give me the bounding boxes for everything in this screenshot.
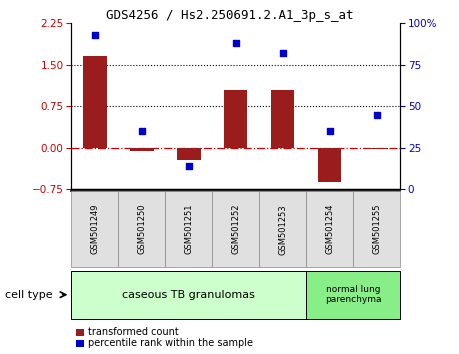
Bar	[317, 148, 341, 182]
Text: GSM501254: GSM501254	[325, 204, 334, 255]
Text: GSM501250: GSM501250	[137, 204, 146, 255]
Text: transformed count: transformed count	[88, 327, 178, 337]
Bar	[364, 148, 387, 149]
Text: GSM501253: GSM501253	[278, 204, 286, 255]
Point	[91, 32, 98, 38]
Point	[325, 128, 333, 134]
Text: GSM501251: GSM501251	[184, 204, 193, 255]
Point	[138, 128, 145, 134]
Bar	[270, 90, 294, 148]
Point	[279, 50, 286, 56]
Text: caseous TB granulomas: caseous TB granulomas	[122, 290, 255, 300]
Point	[231, 40, 239, 46]
Text: GSM501252: GSM501252	[231, 204, 240, 255]
Text: cell type: cell type	[5, 290, 52, 300]
Bar	[83, 56, 106, 148]
Bar	[177, 148, 200, 160]
Point	[185, 163, 192, 169]
Text: normal lung
parenchyma: normal lung parenchyma	[324, 285, 381, 304]
Point	[372, 112, 380, 118]
Text: percentile rank within the sample: percentile rank within the sample	[88, 338, 252, 348]
Text: GSM501255: GSM501255	[371, 204, 381, 255]
Text: GSM501249: GSM501249	[90, 204, 99, 255]
Bar	[130, 148, 153, 150]
Bar	[224, 90, 247, 148]
Text: GDS4256 / Hs2.250691.2.A1_3p_s_at: GDS4256 / Hs2.250691.2.A1_3p_s_at	[106, 9, 353, 22]
